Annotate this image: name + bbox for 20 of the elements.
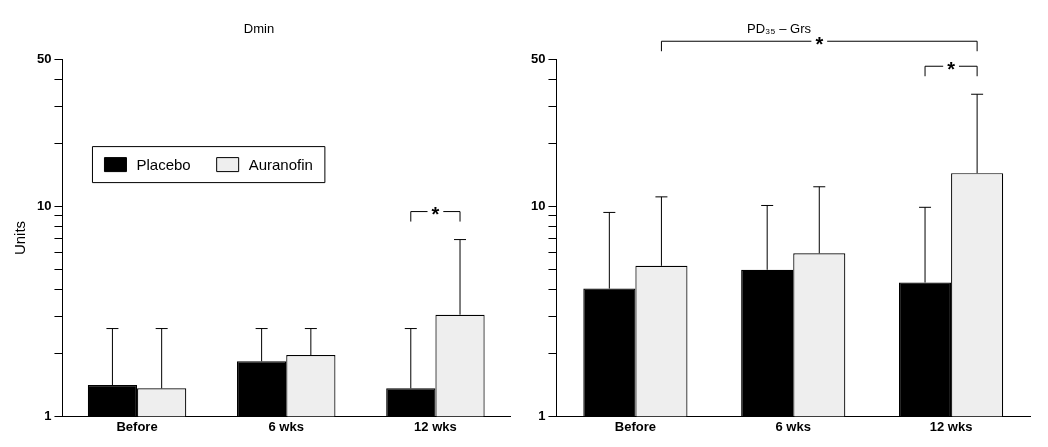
x-tick-label: Before bbox=[614, 418, 656, 434]
y-tick-label: 50 bbox=[530, 51, 546, 67]
x-tick-label: 6 wks bbox=[268, 418, 304, 434]
x-tick-label: 12 wks bbox=[414, 418, 457, 434]
text: * bbox=[815, 32, 824, 55]
legend-label: Placebo bbox=[136, 155, 191, 173]
annotation: * bbox=[431, 203, 440, 226]
legend-label: Auranofin bbox=[248, 155, 313, 173]
y-tick-label: 10 bbox=[530, 197, 546, 213]
annotation: * bbox=[947, 57, 956, 80]
x-tick-label: 12 wks bbox=[929, 418, 973, 434]
y-tick-label: 50 bbox=[36, 51, 52, 67]
y-axis-title: Units bbox=[11, 220, 29, 256]
chart-title: Dmin bbox=[243, 21, 275, 37]
y-tick-label: 1 bbox=[44, 407, 52, 423]
y-tick-label: 10 bbox=[36, 197, 52, 213]
chart-title: PD₃₅ – Grs bbox=[747, 21, 812, 37]
x-tick-label: 6 wks bbox=[775, 418, 811, 434]
y-tick-label: 1 bbox=[538, 407, 546, 423]
x-tick-label: Before bbox=[116, 418, 158, 434]
